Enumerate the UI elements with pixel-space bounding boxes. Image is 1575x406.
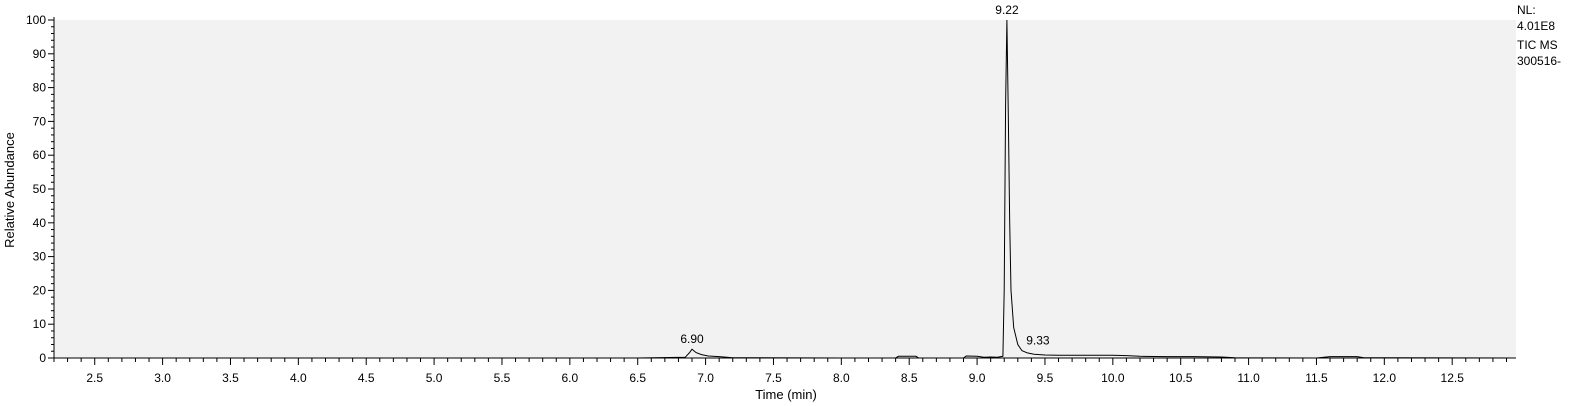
trace-group xyxy=(54,19,1517,359)
y-tick-label: 100 xyxy=(26,13,46,27)
x-tick-label: 4.0 xyxy=(290,371,307,385)
x-axis-label: Time (min) xyxy=(755,387,817,402)
chromatogram-trace xyxy=(54,19,1517,359)
x-tick-label: 6.5 xyxy=(629,371,646,385)
file-name: 300516- xyxy=(1517,54,1562,68)
y-axis-label: Relative Abundance xyxy=(2,132,17,248)
x-tick-label: 3.0 xyxy=(154,371,171,385)
x-tick-label: 4.5 xyxy=(358,371,375,385)
y-tick-label: 80 xyxy=(33,81,47,95)
y-tick-label: 70 xyxy=(33,114,47,128)
scan-type: TIC MS xyxy=(1517,38,1558,52)
nl-label: NL: xyxy=(1517,3,1536,17)
y-tick-label: 20 xyxy=(33,283,47,297)
y-tick-label: 30 xyxy=(33,250,47,264)
x-tick-label: 11.5 xyxy=(1305,371,1328,385)
peak-label: 9.33 xyxy=(1026,334,1050,348)
plot-area xyxy=(54,20,1516,358)
y-tick-label: 10 xyxy=(33,317,47,331)
x-tick-label: 12.5 xyxy=(1441,371,1465,385)
x-tick-label: 10.0 xyxy=(1101,371,1125,385)
x-tick-label: 8.5 xyxy=(901,371,918,385)
x-tick-label: 8.0 xyxy=(833,371,850,385)
peak-label: 6.90 xyxy=(680,332,704,346)
x-tick-label: 9.5 xyxy=(1037,371,1054,385)
x-tick-label: 12.0 xyxy=(1373,371,1397,385)
x-tick-label: 10.5 xyxy=(1169,371,1193,385)
tick-marks xyxy=(48,19,1507,365)
y-tick-label: 40 xyxy=(33,216,47,230)
x-tick-label: 7.5 xyxy=(765,371,782,385)
y-tick-label: 50 xyxy=(33,182,47,196)
x-tick-label: 5.0 xyxy=(426,371,443,385)
x-tick-label: 6.0 xyxy=(561,371,578,385)
y-tick-label: 90 xyxy=(33,47,47,61)
x-tick-label: 11.0 xyxy=(1237,371,1260,385)
x-tick-label: 5.5 xyxy=(494,371,511,385)
y-tick-label: 0 xyxy=(39,351,46,365)
x-tick-label: 2.5 xyxy=(86,371,103,385)
x-tick-label: 3.5 xyxy=(222,371,239,385)
nl-value: 4.01E8 xyxy=(1517,19,1556,33)
peak-labels: 6.90 9.22 9.33 xyxy=(680,3,1050,348)
x-tick-label: 7.0 xyxy=(697,371,714,385)
tick-labels: 0 10 20 30 40 50 60 70 80 90 100 2.5 3.0 3.5 4.0 4.5 5.0… xyxy=(26,13,1464,385)
x-tick-label: 9.0 xyxy=(969,371,986,385)
y-tick-label: 60 xyxy=(33,148,47,162)
peak-label: 9.22 xyxy=(995,3,1019,17)
